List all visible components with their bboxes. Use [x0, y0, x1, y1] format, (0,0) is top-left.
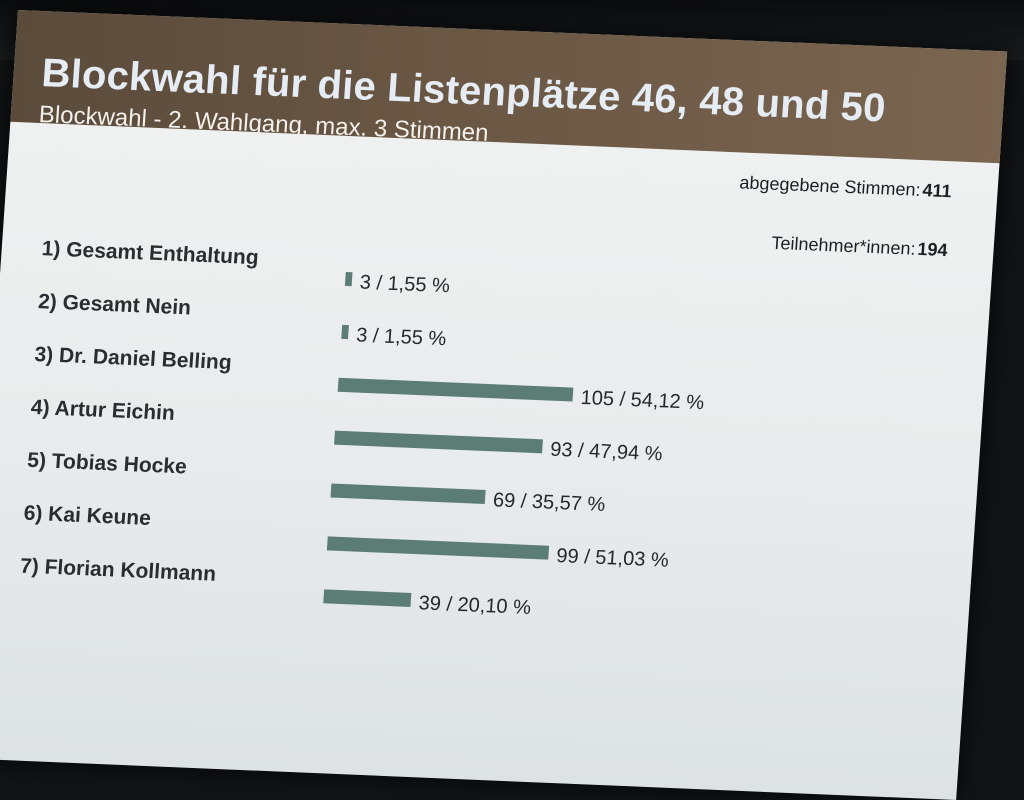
bar-7	[323, 589, 412, 607]
value-label-2: 3 / 1,55 %	[355, 324, 447, 350]
value-label-6: 99 / 51,03 %	[556, 545, 670, 572]
candidate-label-3: 3) Dr. Daniel Belling	[34, 343, 233, 374]
candidate-label-5: 5) Tobias Hocke	[27, 449, 188, 479]
bar-3	[337, 377, 574, 402]
value-label-7: 39 / 20,10 %	[418, 592, 532, 619]
bar-2	[341, 324, 349, 340]
bar-5	[330, 483, 486, 504]
value-label-1: 3 / 1,55 %	[359, 272, 451, 298]
bar-4	[334, 430, 543, 454]
participants-value: 194	[916, 238, 949, 261]
votes-cast-value: 411	[921, 180, 953, 202]
vote-statistics: abgegebene Stimmen:411 Teilnehmer*innen:…	[732, 172, 952, 299]
candidate-label-7: 7) Florian Kollmann	[19, 555, 216, 586]
candidate-label-2: 2) Gesamt Nein	[37, 290, 191, 319]
participants-label: Teilnehmer*innen:	[770, 232, 917, 259]
value-label-5: 69 / 35,57 %	[492, 489, 606, 516]
participants-stat: Teilnehmer*innen:194	[735, 231, 948, 261]
bar-6	[326, 536, 550, 560]
candidate-label-1: 1) Gesamt Enthaltung	[41, 237, 259, 269]
projector-screen: Blockwahl für die Listenplätze 46, 48 un…	[0, 10, 1008, 800]
value-label-4: 93 / 47,94 %	[550, 439, 664, 466]
bar-1	[344, 271, 353, 287]
candidate-label-6: 6) Kai Keune	[23, 502, 152, 530]
candidate-label-4: 4) Artur Eichin	[30, 396, 175, 425]
value-label-3: 105 / 54,12 %	[580, 387, 705, 414]
results-chart: 1) Gesamt Enthaltung 3 / 1,55 % 2) Gesamt …	[19, 237, 705, 619]
